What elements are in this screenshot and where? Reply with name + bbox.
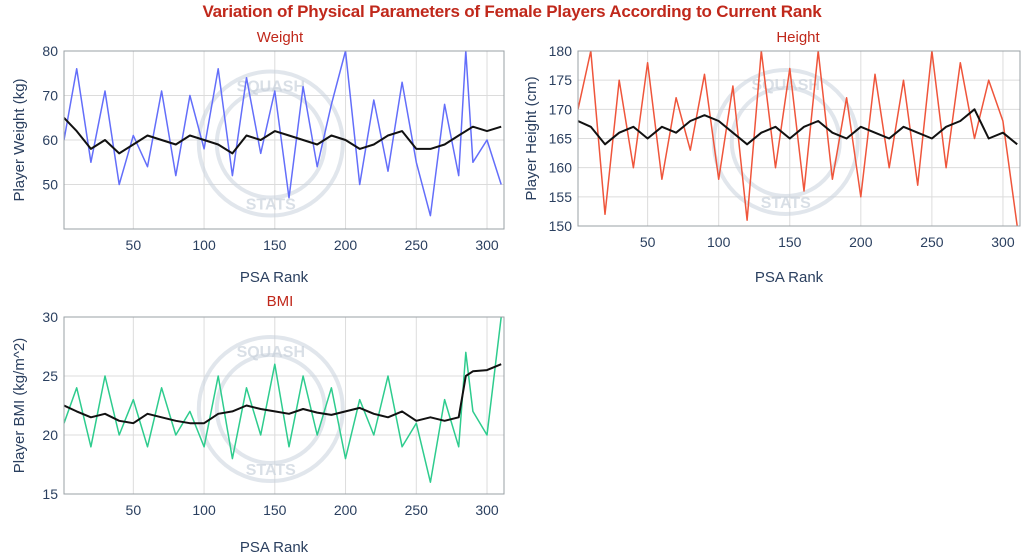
x-tick-label: 50 bbox=[126, 502, 142, 518]
y-tick-label: 165 bbox=[549, 131, 573, 147]
y-tick-label: 180 bbox=[549, 43, 573, 59]
x-tick-label: 150 bbox=[263, 237, 287, 253]
y-tick-label: 80 bbox=[42, 43, 58, 59]
y-tick-label: 150 bbox=[549, 218, 573, 234]
x-tick-label: 150 bbox=[263, 502, 287, 518]
x-tick-label: 250 bbox=[920, 234, 944, 250]
player-series-line bbox=[64, 51, 502, 217]
x-tick-label: 300 bbox=[475, 237, 499, 253]
x-tick-label: 250 bbox=[405, 237, 429, 253]
plot-frame bbox=[63, 316, 505, 495]
subplot-title: Weight bbox=[257, 29, 304, 46]
x-tick-label: 100 bbox=[707, 234, 731, 250]
watermark-top-text: SQUASH bbox=[237, 79, 305, 96]
x-tick-label: 150 bbox=[778, 234, 802, 250]
y-axis-label: Player Weight (kg) bbox=[11, 78, 28, 201]
watermark-logo bbox=[196, 69, 345, 218]
bmi-chart: SQUASH STATS 50 100 150 200 250 300 15 20 25 30 BMI P… bbox=[11, 293, 505, 556]
main-title: Variation of Physical Parameters of Fema… bbox=[202, 2, 822, 21]
plot-frame bbox=[63, 50, 505, 230]
player-series-line bbox=[578, 51, 1018, 226]
y-axis-label: Player Height (cm) bbox=[523, 76, 540, 200]
y-axis-label: Player BMI (kg/m^2) bbox=[11, 338, 28, 473]
x-tick-label: 250 bbox=[405, 502, 429, 518]
y-tick-label: 25 bbox=[42, 368, 58, 384]
watermark-top-text: SQUASH bbox=[752, 77, 820, 94]
x-tick-label: 200 bbox=[334, 502, 358, 518]
x-tick-label: 200 bbox=[334, 237, 358, 253]
weight-chart: SQUASH STATS 50 100 150 200 250 300 50 60 70 80 Weig… bbox=[11, 29, 505, 286]
x-axis-label: PSA Rank bbox=[240, 269, 309, 286]
watermark-ring bbox=[729, 86, 842, 198]
y-tick-label: 15 bbox=[42, 486, 58, 502]
y-tick-label: 175 bbox=[549, 72, 573, 88]
watermark-bottom-text: STATS bbox=[246, 462, 296, 479]
subplot-title: Height bbox=[776, 29, 820, 46]
x-tick-label: 300 bbox=[475, 502, 499, 518]
y-tick-label: 30 bbox=[42, 309, 58, 325]
rolling-average-line bbox=[64, 117, 502, 155]
x-tick-label: 100 bbox=[192, 502, 216, 518]
watermark-top-text: SQUASH bbox=[237, 344, 305, 361]
y-tick-label: 50 bbox=[42, 177, 58, 193]
x-tick-label: 200 bbox=[849, 234, 873, 250]
rolling-average-line bbox=[578, 108, 1018, 146]
subplot-title: BMI bbox=[267, 293, 294, 310]
watermark-bottom-text: STATS bbox=[761, 195, 811, 212]
plot-area bbox=[64, 317, 504, 494]
y-tick-label: 60 bbox=[42, 132, 58, 148]
y-tick-label: 155 bbox=[549, 189, 573, 205]
y-tick-label: 20 bbox=[42, 427, 58, 443]
y-tick-label: 170 bbox=[549, 101, 573, 117]
x-tick-label: 100 bbox=[192, 237, 216, 253]
watermark-logo bbox=[196, 335, 345, 484]
plot-frame bbox=[577, 50, 1021, 227]
x-tick-label: 50 bbox=[126, 237, 142, 253]
x-tick-label: 300 bbox=[991, 234, 1015, 250]
watermark-bottom-text: STATS bbox=[246, 197, 296, 214]
x-axis-label: PSA Rank bbox=[240, 539, 309, 556]
x-tick-label: 50 bbox=[640, 234, 656, 250]
y-tick-label: 160 bbox=[549, 160, 573, 176]
rolling-average-line bbox=[64, 363, 502, 425]
player-series-line bbox=[64, 317, 502, 483]
height-chart: SQUASH STATS 50 100 150 200 250 300 150 155 160 165… bbox=[523, 29, 1021, 286]
y-tick-label: 70 bbox=[42, 88, 58, 104]
x-axis-label: PSA Rank bbox=[755, 269, 824, 286]
